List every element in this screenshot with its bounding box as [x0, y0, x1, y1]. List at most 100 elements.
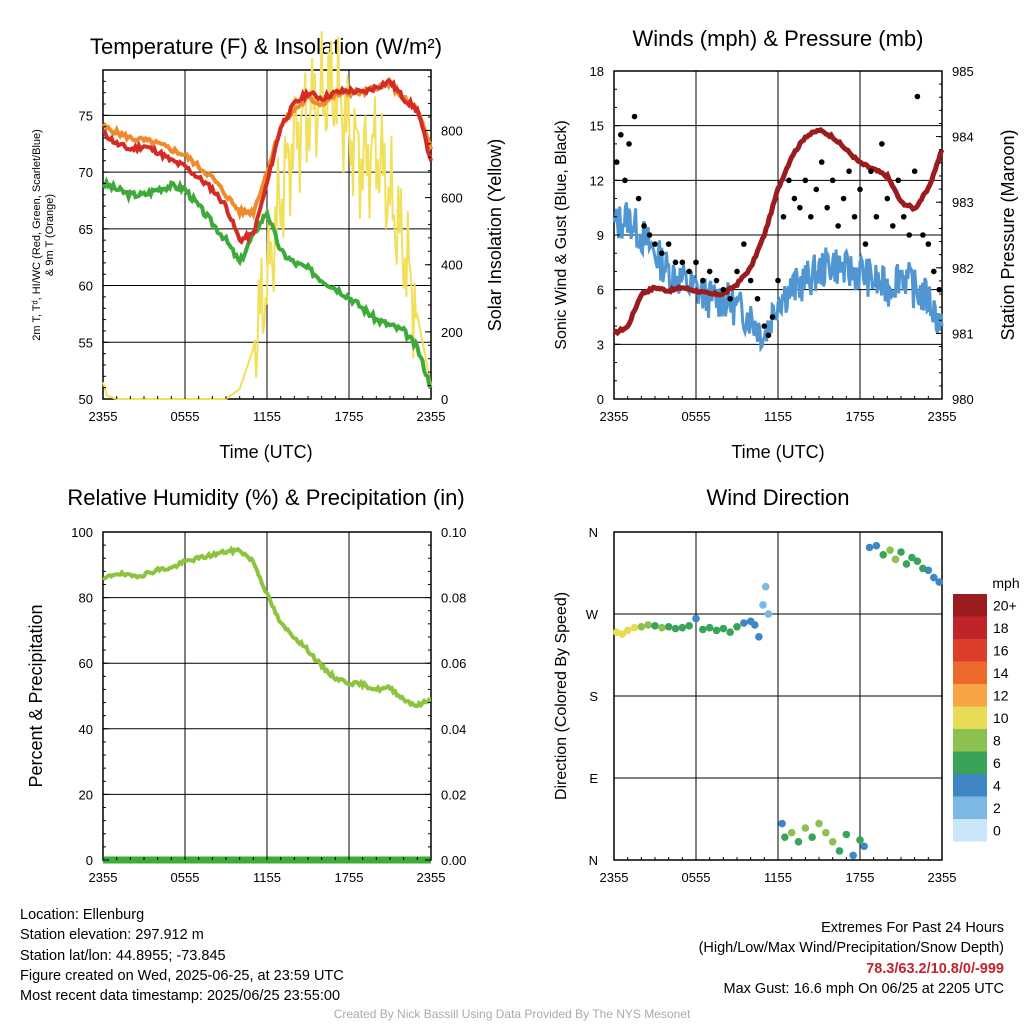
temperature-2m-line: [102, 77, 433, 245]
wind-gust-point: [808, 213, 814, 220]
x-tick-label: 2355: [89, 870, 118, 885]
wind-gust-point: [931, 268, 937, 275]
y-tick-label: 18: [590, 64, 604, 79]
direction-point: [755, 632, 763, 641]
wind-speed-line: [612, 202, 944, 353]
colorbar-swatch: [953, 729, 987, 752]
direction-point: [828, 837, 837, 846]
direction-point: [726, 628, 734, 637]
humidity-ylabel: Percent & Precipitation: [26, 604, 46, 787]
wind-gust-point: [747, 277, 754, 284]
x-tick-label: 2355: [600, 409, 629, 424]
dewpoint-line: [101, 176, 433, 389]
station-latlon: Station lat/lon: 44.8955; -73.845: [20, 947, 226, 964]
wind-gust-point: [818, 159, 825, 165]
wind-gust-point: [693, 259, 699, 266]
y-tick-label: 9: [597, 228, 604, 243]
direction-points: [612, 541, 944, 860]
wind-gust-point: [686, 268, 692, 275]
temperature-time-ticks: 2355 0555 1155 1755 2355: [89, 393, 446, 424]
direction-point: [664, 622, 673, 631]
wind-gust-point: [672, 259, 679, 266]
colorbar-swatch: [953, 751, 987, 774]
direction-point: [842, 830, 851, 839]
direction-point: [658, 623, 666, 632]
colorbar-label: 2: [993, 800, 1001, 816]
winds-time-ticks: 2355 0555 1155 1755 2355: [600, 393, 956, 424]
direction-point: [759, 601, 767, 609]
wind-gust-point: [914, 93, 921, 100]
temperature-ylabel-line2: & 9m T (Orange): [44, 194, 56, 276]
colorbar-label: 10: [993, 710, 1009, 726]
y-tick-label: 100: [71, 525, 93, 540]
x-tick-label: 1155: [764, 409, 792, 424]
wind-gust-point: [835, 223, 841, 229]
wind-gust-point: [665, 241, 672, 247]
direction-point: [671, 624, 680, 633]
x-tick-label: 2355: [89, 409, 118, 424]
direction-point: [930, 573, 938, 582]
y-tick-label: 60: [79, 656, 93, 671]
humidity-title: Relative Humidity (%) & Precipitation (i…: [67, 485, 464, 510]
direction-point: [733, 622, 741, 631]
colorbar-title: mph: [992, 575, 1019, 591]
credit-line: Created By Nick Bassill Using Data Provi…: [333, 1007, 691, 1021]
direction-point: [778, 819, 786, 828]
y-tick-label: 0.00: [441, 853, 466, 868]
direction-point: [644, 621, 652, 629]
y-tick-label: 980: [952, 392, 974, 407]
colorbar-swatch: [953, 684, 987, 707]
humidity-panel: Relative Humidity (%) & Precipitation (i…: [26, 485, 466, 885]
station-elevation: Station elevation: 297.912 m: [20, 927, 204, 944]
max-gust: Max Gust: 16.6 mph On 06/25 at 2205 UTC: [723, 980, 1004, 997]
x-tick-label: 2355: [417, 409, 446, 424]
station-location: Location: Ellenburg: [20, 907, 145, 923]
colorbar-swatch: [953, 796, 987, 819]
wind-gust-point: [706, 268, 713, 275]
direction-point: [835, 847, 844, 855]
x-tick-label: 1155: [253, 870, 281, 885]
direction-point: [764, 610, 773, 618]
wind-gust-point: [906, 232, 912, 238]
direction-tick-label: N: [589, 853, 598, 868]
wind-gust-point: [659, 250, 665, 257]
wind-gust-point: [900, 213, 907, 220]
pressure-right-ticks: 980 981 982 983 984 985: [936, 64, 974, 407]
y-tick-label: 600: [441, 191, 463, 206]
direction-point: [865, 543, 874, 552]
winds-series: [612, 93, 945, 353]
wind-gust-point: [829, 177, 836, 184]
wind-gust-point: [797, 204, 803, 211]
wind-gust-point: [765, 332, 772, 339]
direction-point: [860, 842, 868, 851]
direction-tick-label: W: [586, 607, 599, 622]
wind-gust-point: [802, 177, 809, 184]
wind-gust-point: [925, 241, 932, 247]
winds-title: Winds (mph) & Pressure (mb): [633, 26, 924, 51]
x-tick-label: 2355: [928, 870, 957, 885]
wind-gust-point: [652, 241, 658, 247]
insolation-ylabel: Solar Insolation (Yellow): [485, 139, 505, 331]
wind-gust-point: [884, 195, 891, 202]
temperature-series: [101, 31, 433, 400]
wind-gust-point: [920, 232, 926, 238]
wind-gust-point: [846, 168, 852, 175]
wind-gust-point: [873, 213, 880, 220]
humidity-time-ticks: 2355 0555 1155 1755 2355: [89, 854, 445, 885]
direction-point: [787, 828, 796, 837]
direction-point: [897, 548, 905, 556]
direction-point: [618, 630, 626, 638]
direction-point: [630, 623, 639, 632]
pressure-ylabel: Station Pressure (Maroon): [998, 129, 1018, 340]
direction-point: [849, 851, 857, 860]
direction-ylabel: Direction (Colored By Speed): [553, 592, 570, 800]
x-tick-label: 1155: [764, 870, 792, 885]
x-tick-label: 1755: [846, 409, 875, 424]
y-tick-label: 0.06: [441, 656, 466, 671]
wind-gust-point: [679, 259, 686, 266]
direction-tick-label: S: [589, 689, 598, 704]
x-tick-label: 0555: [682, 870, 711, 885]
wind-gust-point: [741, 241, 747, 247]
y-tick-label: 55: [79, 335, 93, 350]
y-tick-label: 3: [597, 337, 604, 352]
